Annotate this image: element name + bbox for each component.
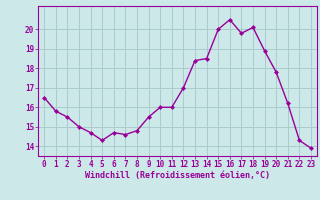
X-axis label: Windchill (Refroidissement éolien,°C): Windchill (Refroidissement éolien,°C) <box>85 171 270 180</box>
